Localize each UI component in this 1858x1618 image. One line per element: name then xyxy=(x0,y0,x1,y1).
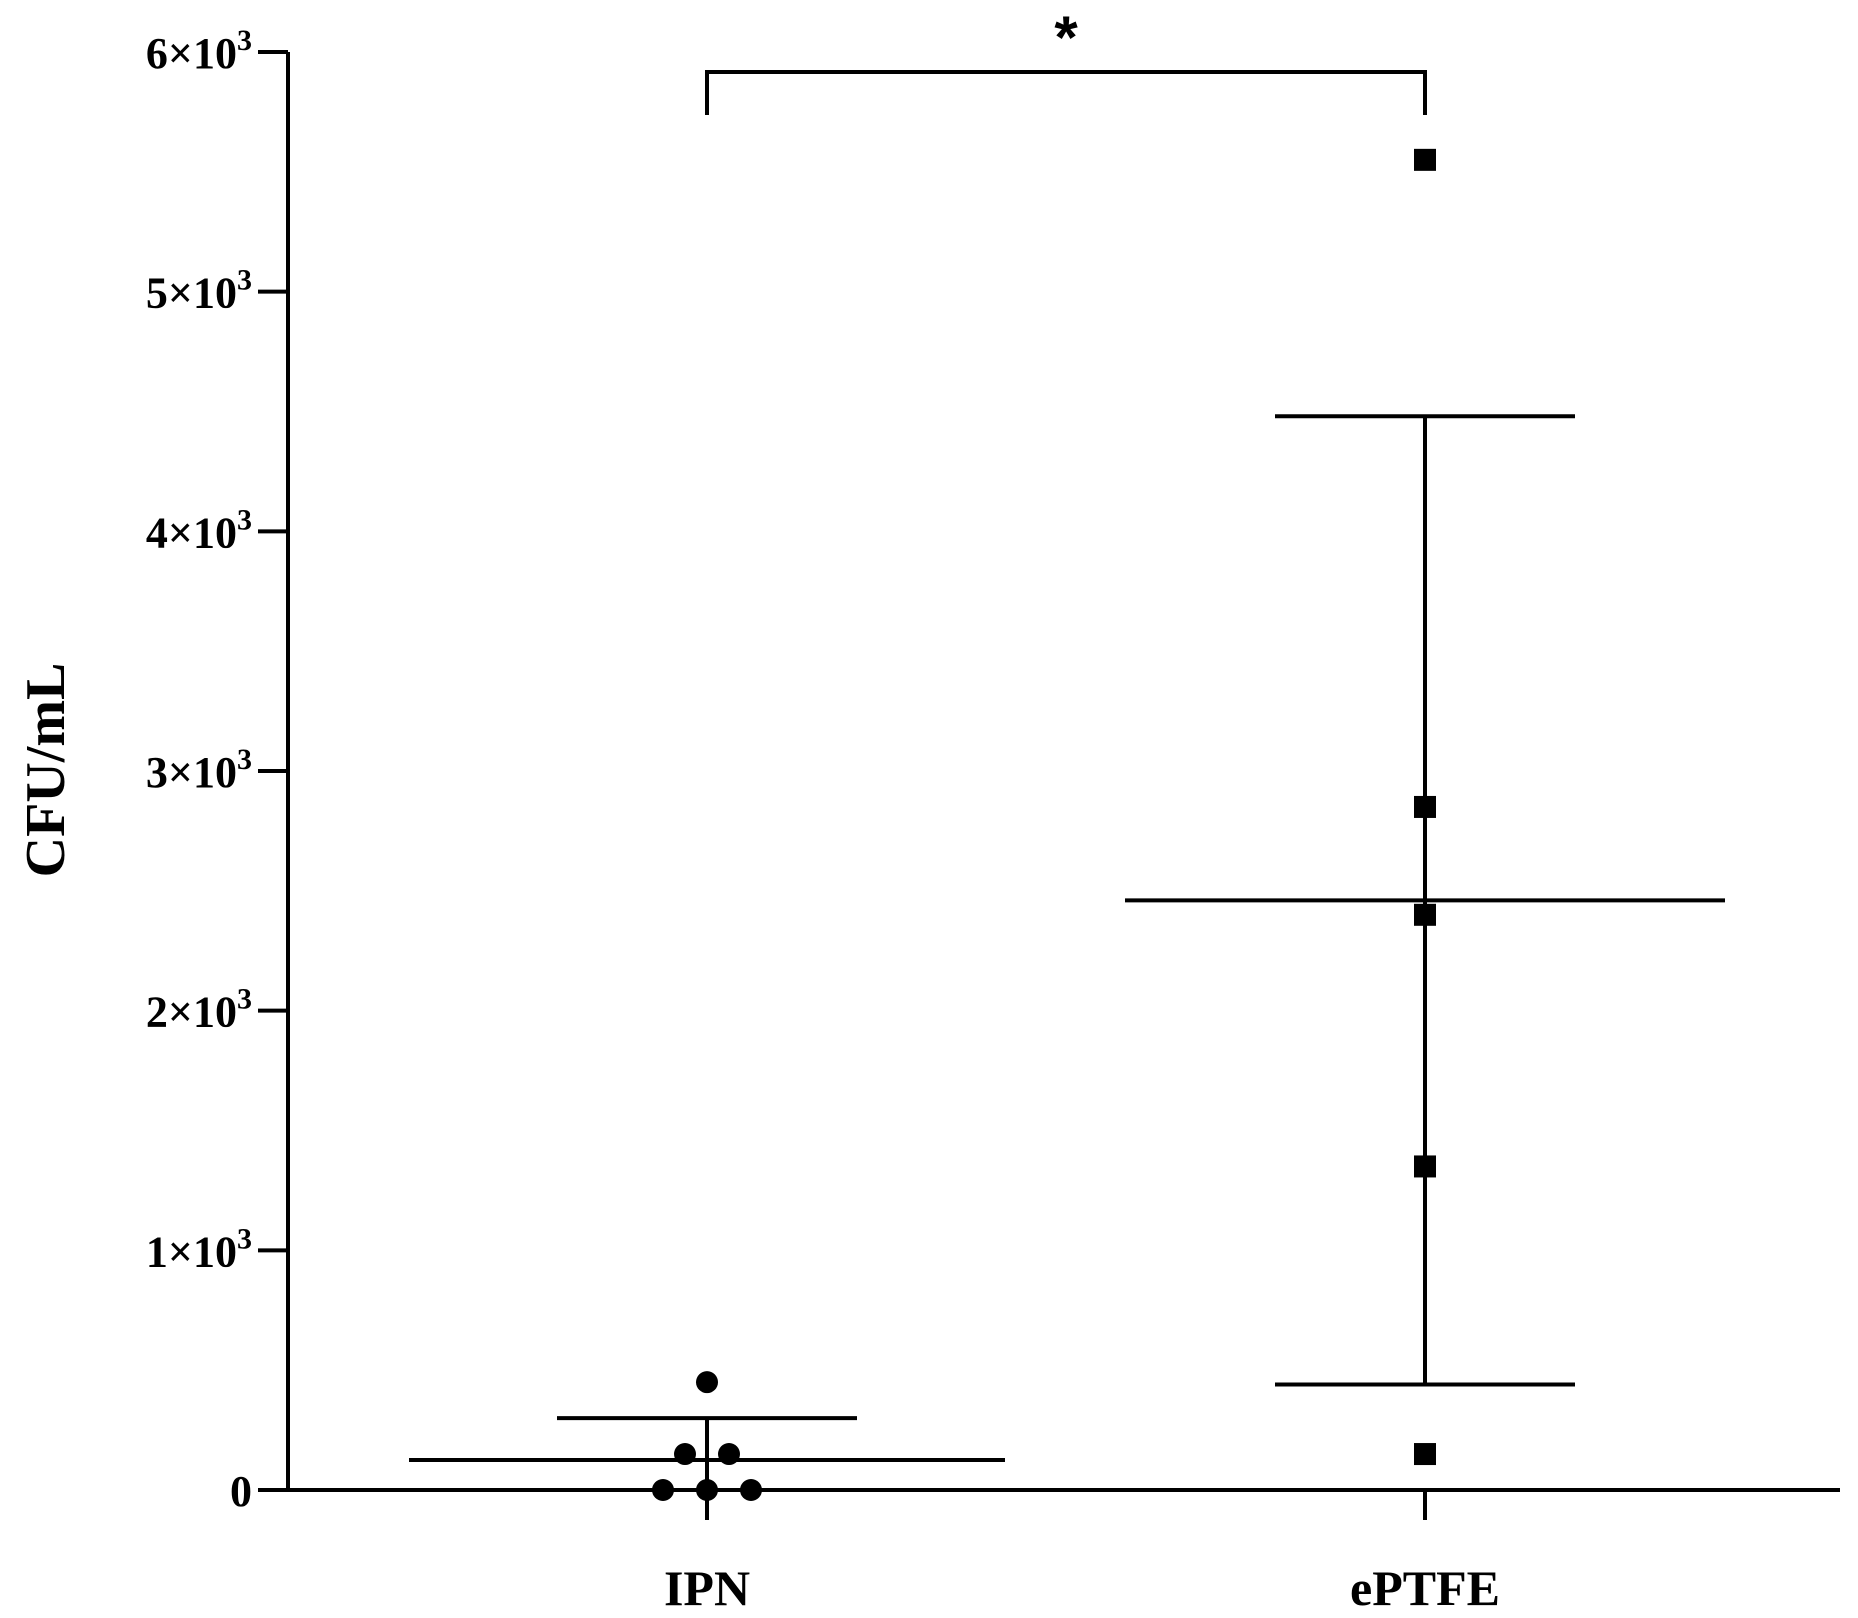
y-tick-label: 1×103 xyxy=(146,1222,252,1276)
y-tick-label: 5×103 xyxy=(146,264,252,318)
x-category-label: IPN xyxy=(664,1560,750,1616)
y-tick-label: 3×103 xyxy=(146,743,252,797)
data-point-eptfe xyxy=(1414,1155,1436,1178)
y-axis-title: CFU/mL xyxy=(15,663,77,878)
data-point-eptfe xyxy=(1414,148,1436,171)
data-point-ipn xyxy=(652,1479,674,1501)
data-point-ipn xyxy=(718,1443,740,1466)
y-tick-label: 6×103 xyxy=(146,24,252,78)
data-point-eptfe xyxy=(1414,795,1436,818)
x-categories: IPN ePTFE xyxy=(664,1490,1500,1616)
significance-label: * xyxy=(1054,4,1078,71)
data-point-eptfe xyxy=(1414,903,1436,926)
axes xyxy=(286,52,1840,1492)
y-ticks: 0 1×103 2×103 3×103 4×103 5×103 6×103 xyxy=(146,24,288,1516)
data-point-ipn xyxy=(740,1479,762,1501)
data-point-ipn xyxy=(696,1479,718,1501)
significance-bracket-line xyxy=(705,70,1427,115)
y-tick-label: 4×103 xyxy=(146,503,252,557)
data-groups xyxy=(409,148,1725,1501)
y-tick-label: 0 xyxy=(230,1467,252,1516)
y-tick-label: 2×103 xyxy=(146,983,252,1037)
x-category-label: ePTFE xyxy=(1350,1560,1500,1616)
data-point-eptfe xyxy=(1414,1443,1436,1466)
data-point-ipn xyxy=(674,1443,696,1466)
data-point-ipn xyxy=(696,1371,718,1394)
significance-bracket: * xyxy=(705,4,1427,115)
